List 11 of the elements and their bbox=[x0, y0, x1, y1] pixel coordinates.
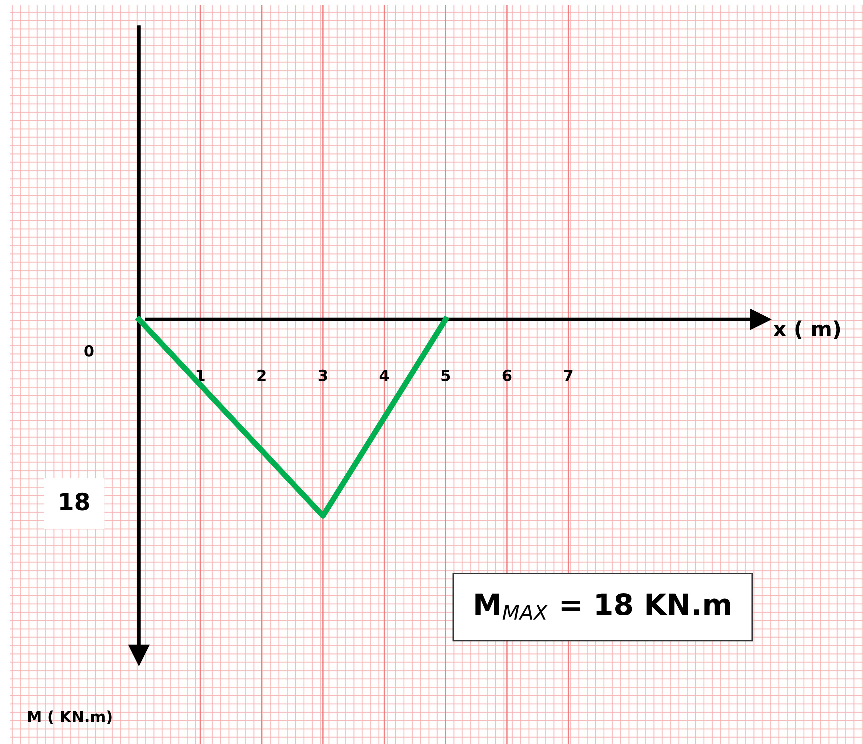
x-tick-label: 3 bbox=[318, 370, 328, 382]
x-axis-title: x ( m) bbox=[774, 320, 840, 340]
x-tick-label: 4 bbox=[380, 370, 390, 382]
x-tick-label: 5 bbox=[442, 370, 450, 382]
text: M ( KN.m) bbox=[28, 710, 112, 724]
x-tick-label: 2 bbox=[258, 370, 266, 382]
x-tick-label: 7 bbox=[564, 370, 573, 382]
x-tick-label: 6 bbox=[502, 370, 512, 382]
annotation: 18 bbox=[60, 492, 90, 511]
text: M$_{MAX}$ = 18 KN.m bbox=[476, 593, 730, 620]
annotation: 0 bbox=[84, 345, 94, 357]
